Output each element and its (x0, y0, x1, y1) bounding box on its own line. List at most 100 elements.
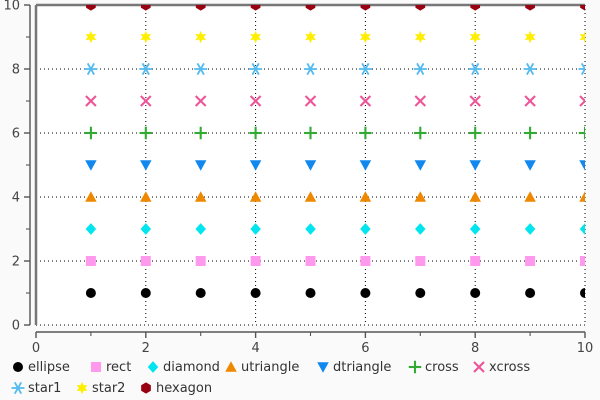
xcross-marker-b (359, 95, 372, 107)
diamond-marker (85, 223, 97, 235)
legend-item-star1[interactable]: star1 (11, 381, 62, 396)
marker-hexagon (250, 5, 261, 11)
marker-xcross (194, 95, 207, 107)
hexagon-marker (140, 5, 151, 11)
marker-ellipse (415, 288, 426, 298)
x-axis-tick-label: 2 (142, 341, 150, 356)
marker-star2 (524, 30, 536, 44)
marker-utriangle (524, 191, 536, 202)
rect-marker (470, 256, 481, 266)
rect-marker (580, 256, 585, 266)
xcross-marker-b (414, 95, 427, 107)
marker-cross (523, 126, 537, 140)
marker-xcross (579, 95, 585, 107)
utriangle-marker (524, 191, 536, 202)
star1-marker-ray (526, 62, 535, 76)
legend-item-cross[interactable]: cross (408, 360, 459, 375)
rect-marker (360, 256, 371, 266)
xcross-marker-b (524, 95, 536, 107)
rect-marker (85, 256, 96, 266)
marker-star2 (76, 381, 88, 395)
marker-diamond (360, 223, 371, 235)
marker-ellipse (470, 288, 481, 298)
series-hexagon (86, 5, 585, 11)
marker-utriangle (85, 191, 97, 202)
marker-star2 (250, 30, 262, 44)
ellipse-marker (13, 362, 23, 372)
marker-utriangle (194, 191, 207, 202)
marker-diamond (195, 223, 206, 235)
star2-marker (414, 30, 426, 44)
legend-item-ellipse[interactable]: ellipse (13, 360, 70, 375)
marker-xcross (414, 95, 427, 107)
diamond-marker (195, 223, 206, 235)
star1-marker-ray (416, 62, 425, 76)
dtriangle-marker (304, 160, 317, 171)
marker-cross (304, 126, 317, 140)
legend-item-label: xcross (489, 360, 530, 375)
dtriangle-marker (469, 160, 481, 171)
marker-star1 (358, 62, 372, 76)
series-layer (84, 5, 585, 298)
marker-cross (194, 126, 207, 140)
legend-item-label: cross (425, 360, 459, 375)
legend-item-diamond[interactable]: diamond (147, 360, 220, 375)
legend-item-star2[interactable]: star2 (76, 381, 126, 396)
marker-dtriangle (317, 362, 329, 373)
marker-ellipse (140, 288, 151, 298)
star2-marker (195, 30, 207, 44)
marker-dtriangle (249, 160, 262, 171)
marker-cross (578, 126, 585, 140)
marker-diamond (579, 223, 585, 235)
legend-item-label: rect (106, 360, 131, 375)
marker-star1 (249, 62, 263, 76)
diamond-marker (360, 223, 371, 235)
marker-star2 (414, 30, 426, 44)
utriangle-marker (304, 191, 317, 202)
utriangle-marker (359, 191, 372, 202)
series-diamond (85, 223, 585, 235)
star1-marker-ray (251, 62, 260, 76)
marker-star1 (468, 62, 482, 76)
star1-marker-ray (306, 62, 315, 76)
legend-item-label: hexagon (156, 381, 212, 396)
ellipse-marker (250, 288, 261, 298)
marker-diamond (415, 223, 426, 235)
y-axis-tick-label: 6 (12, 127, 20, 142)
legend-item-xcross[interactable]: xcross (473, 360, 530, 375)
y-axis-tick-label: 8 (12, 63, 20, 78)
marker-dtriangle (469, 160, 481, 171)
marker-ellipse (195, 288, 206, 298)
marker-cross (359, 126, 372, 140)
marker-star1 (11, 381, 25, 395)
legend-item-rect[interactable]: rect (91, 360, 131, 375)
marker-star2 (469, 30, 481, 44)
legend-item-utriangle[interactable]: utriangle (225, 360, 299, 375)
legend-item-label: star2 (92, 381, 125, 396)
legend-item-label: utriangle (241, 360, 299, 375)
legend-item-dtriangle[interactable]: dtriangle (317, 360, 391, 375)
marker-cross (139, 126, 153, 140)
hexagon-marker (141, 382, 151, 394)
marker-utriangle (579, 191, 585, 202)
series-rect (85, 256, 585, 266)
utriangle-marker (85, 191, 97, 202)
ellipse-marker (140, 288, 151, 298)
y-axis-tick-label: 2 (12, 255, 20, 270)
utriangle-marker (194, 191, 207, 202)
marker-rect (415, 256, 426, 266)
marker-hexagon (195, 5, 206, 11)
star1-marker-ray (580, 67, 585, 76)
rect-marker (415, 256, 426, 266)
legend-item-hexagon[interactable]: hexagon (141, 381, 212, 396)
marker-hexagon (305, 5, 316, 11)
series-star2 (85, 30, 585, 44)
marker-star1 (523, 62, 537, 76)
marker-cross (468, 126, 482, 140)
star2-marker (305, 30, 316, 44)
xcross-marker-b (473, 361, 485, 373)
x-axis-tick-label: 10 (577, 341, 594, 356)
ellipse-marker (470, 288, 481, 298)
y-axis-tick-label: 4 (12, 191, 20, 206)
